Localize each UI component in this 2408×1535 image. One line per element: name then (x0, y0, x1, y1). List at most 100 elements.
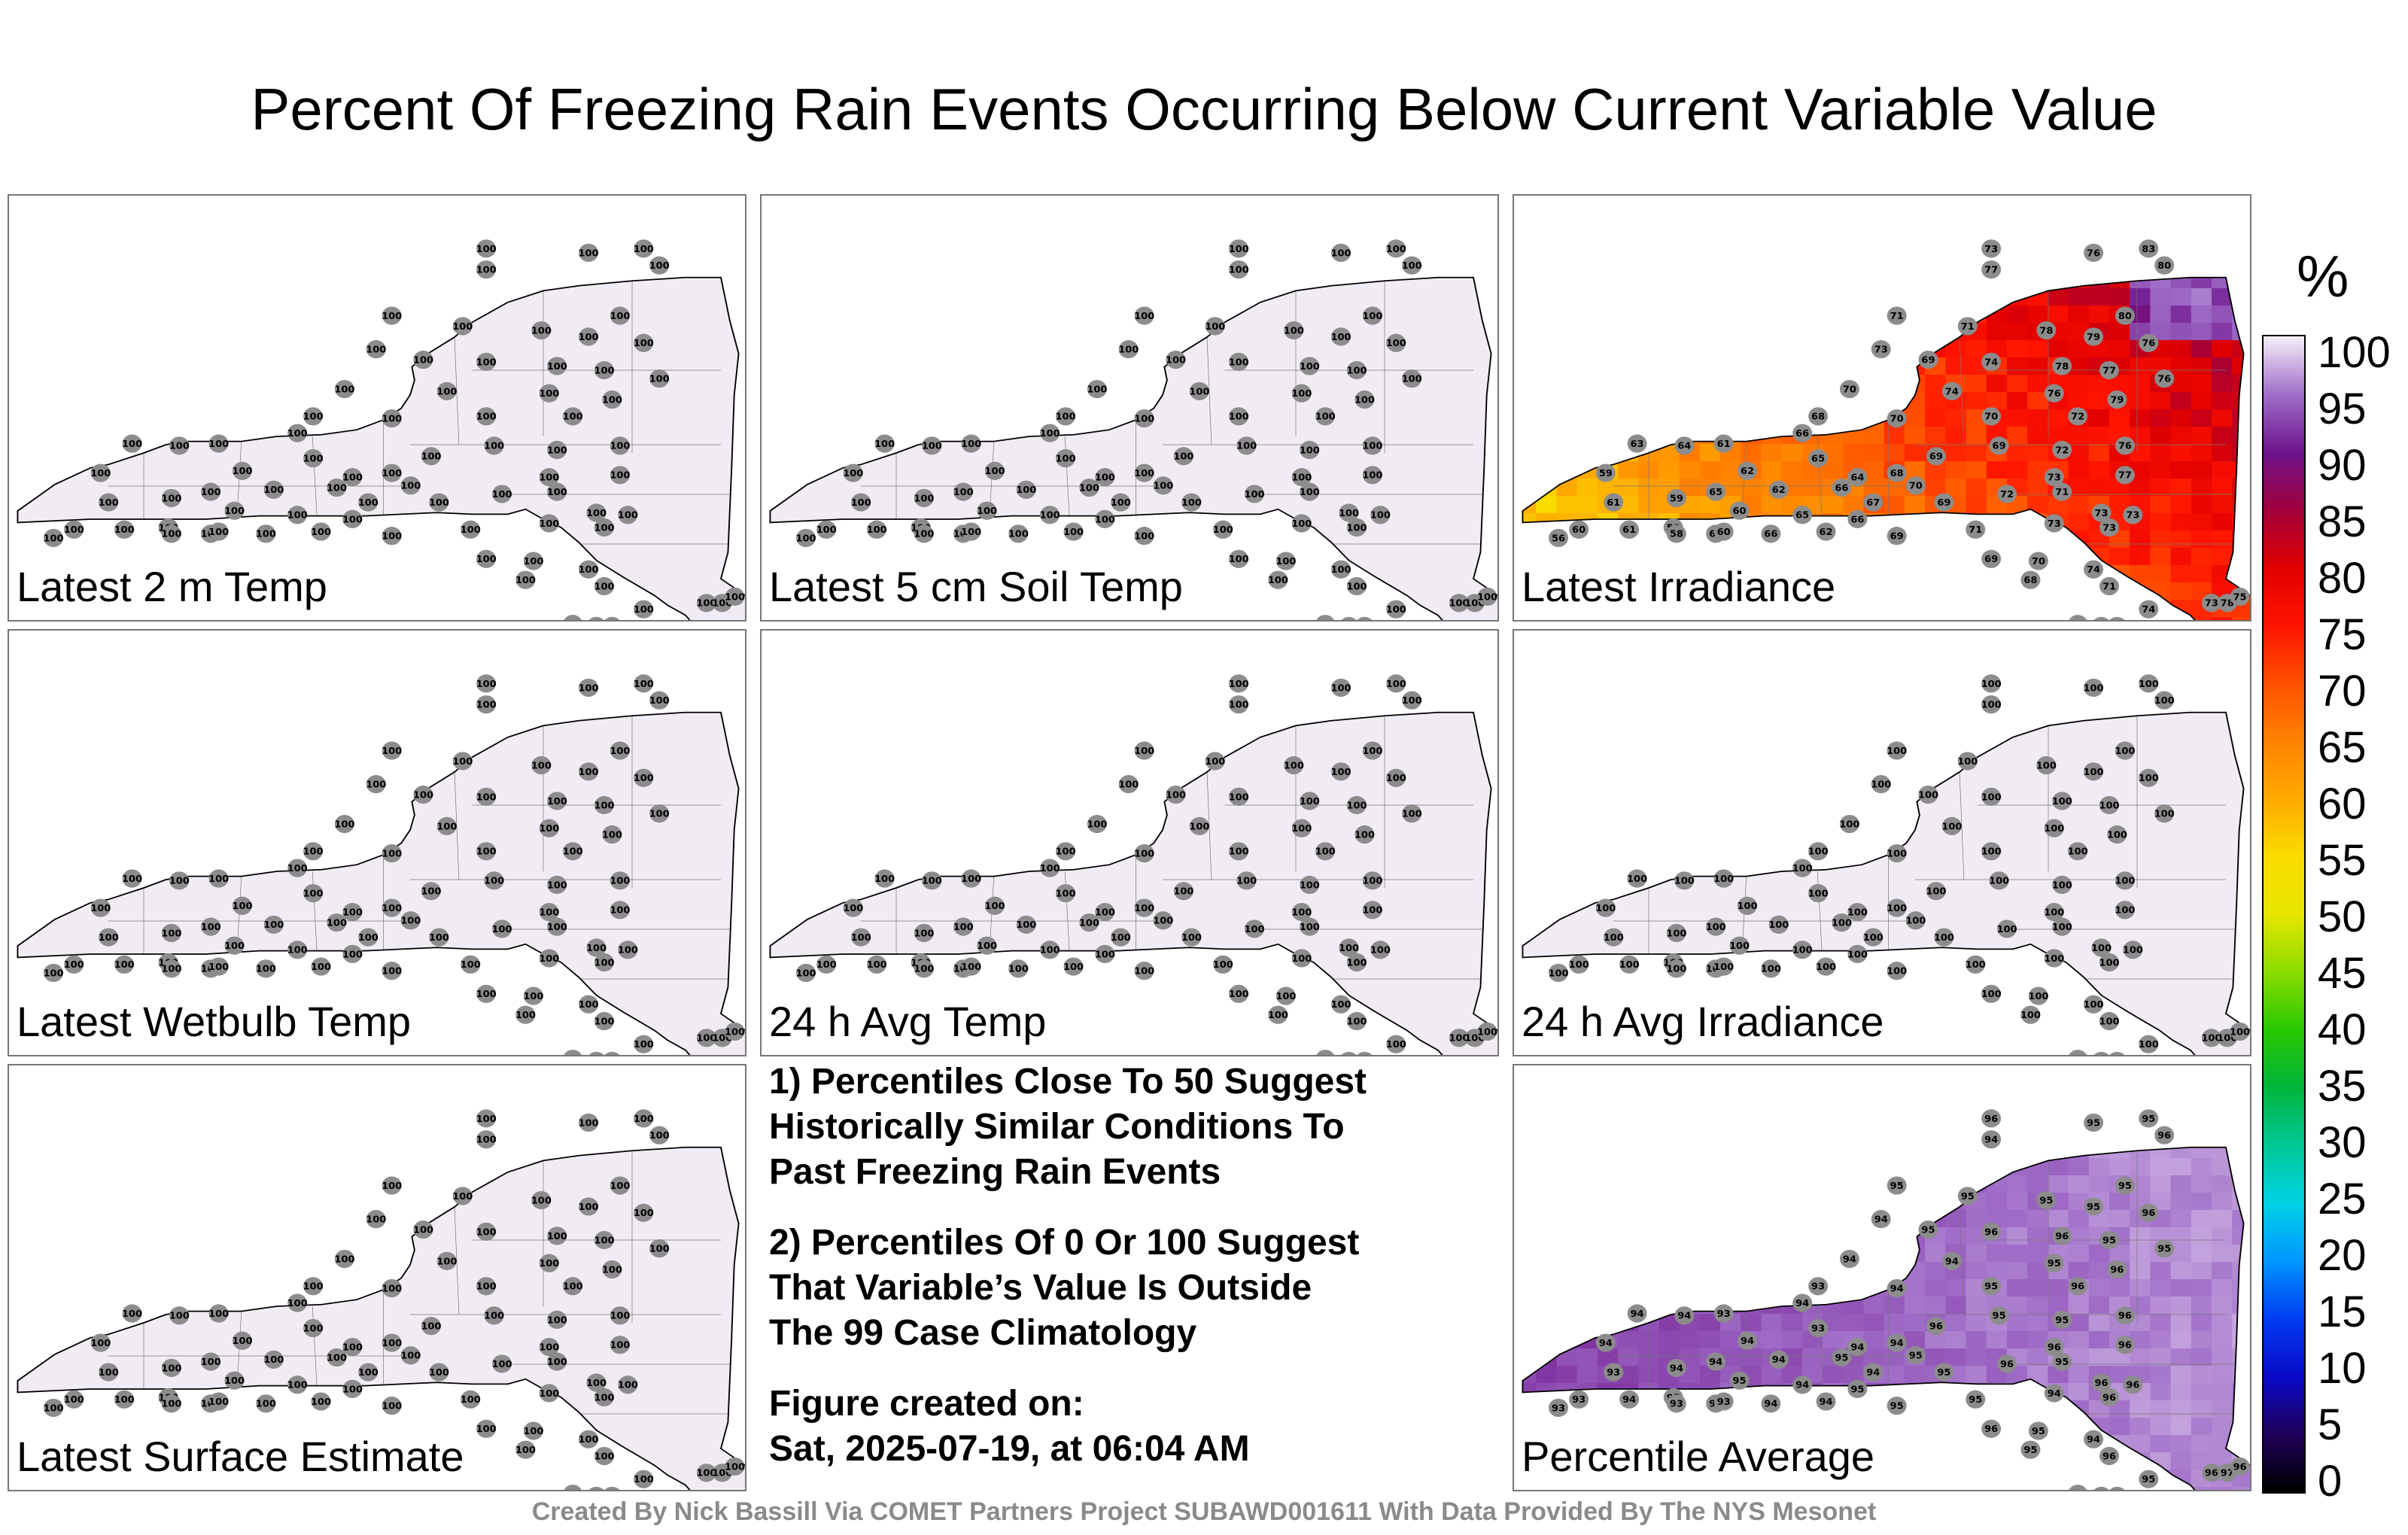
grid-cell (1761, 1147, 1783, 1160)
station-value: 100 (1981, 792, 2002, 802)
grid-cell (2211, 427, 2233, 445)
station-value: 100 (327, 1352, 347, 1363)
station-marker (2109, 1486, 2125, 1490)
grid-cell (1781, 1245, 1804, 1263)
grid-cell (1863, 305, 1885, 324)
station-value: 96 (2157, 1129, 2171, 1140)
grid-cell (1556, 444, 1578, 463)
station-value: 100 (382, 848, 402, 859)
station-value: 100 (1229, 264, 1249, 275)
grid-cell (1618, 323, 1640, 342)
grid-cell (1843, 530, 1865, 549)
station-marker (1706, 1352, 1726, 1371)
state-outline (769, 711, 1497, 1055)
grid-cell (1863, 375, 1885, 394)
grid-cell (1761, 1193, 1783, 1211)
grid-cell (2150, 409, 2172, 428)
county-boundary (454, 1206, 460, 1315)
grid-cell (1720, 1175, 1742, 1194)
station-value: 100 (1926, 886, 1946, 896)
grid-cell (1720, 1210, 1742, 1229)
grid-cell (2150, 548, 2172, 567)
grid-cell (1679, 1262, 1701, 1281)
grid-cell (1741, 1262, 1762, 1281)
station-marker (1315, 407, 1336, 426)
station-value: 100 (208, 526, 229, 536)
station-marker (953, 917, 974, 936)
grid-cell (2211, 1227, 2233, 1246)
grid-cell (2088, 461, 2111, 480)
grid-cell (2211, 444, 2233, 463)
grid-cell (2068, 340, 2090, 359)
station-marker (436, 816, 457, 835)
station-value: 100 (610, 470, 630, 480)
station-value: 100 (1040, 427, 1060, 438)
station-value: 68 (2023, 574, 2037, 585)
grid-cell (2027, 1314, 2049, 1333)
grid-cell (1597, 1175, 1619, 1194)
station-value: 65 (1811, 453, 1825, 464)
grid-cell (1556, 1314, 1578, 1333)
station-marker (2115, 466, 2135, 485)
station-value: 100 (1284, 760, 1304, 771)
station-marker (1354, 390, 1375, 409)
station-value: 100 (1847, 949, 1868, 959)
grid-cell (1597, 277, 1619, 290)
station-marker (579, 243, 599, 263)
grid-cell (1576, 375, 1599, 394)
grid-cell (1659, 1158, 1680, 1177)
station-value: 73 (2048, 518, 2061, 528)
station-value: 100 (579, 766, 599, 777)
station-value: 70 (1984, 411, 1998, 421)
station-marker (1981, 695, 2002, 714)
note-percentiles-0-100: 2) Percentiles Of 0 Or 100 Suggest That … (769, 1223, 1360, 1353)
grid-cell (2006, 548, 2029, 567)
grid-cell (1904, 305, 1926, 324)
grid-cell (1925, 392, 1947, 411)
station-marker (1934, 1363, 1954, 1382)
station-marker (342, 944, 363, 963)
station-marker (1905, 476, 1926, 495)
grid-cell (2211, 1366, 2233, 1385)
grid-cell (2006, 1175, 2029, 1194)
station-marker (2052, 1226, 2072, 1245)
grid-cell (1741, 1210, 1762, 1229)
grid-cell (1618, 1487, 1640, 1490)
grid-cell (1966, 461, 1987, 480)
grid-cell (2211, 1296, 2233, 1315)
grid-cell (2027, 1470, 2049, 1488)
grid-cell (1781, 1193, 1804, 1211)
grid-cell (1536, 617, 1558, 620)
grid-cell (2150, 513, 2172, 532)
grid-cell (2211, 357, 2233, 376)
station-marker (1268, 570, 1288, 589)
station-marker (2069, 1485, 2087, 1490)
grid-cell (2211, 1193, 2233, 1211)
grid-cell (2048, 288, 2069, 307)
grid-cell (1618, 375, 1640, 394)
station-value: 100 (1386, 1039, 1406, 1050)
station-value: 100 (1808, 846, 1829, 856)
station-value: 100 (696, 1467, 716, 1478)
station-value: 100 (586, 507, 607, 518)
station-value: 100 (1761, 963, 1781, 974)
grid-cell (1576, 1314, 1599, 1333)
grid-cell (1986, 1487, 2008, 1490)
station-value: 100 (1205, 755, 1225, 766)
station-value: 100 (114, 1394, 135, 1405)
station-value: 94 (1677, 1310, 1691, 1321)
station-value: 100 (476, 989, 497, 999)
grid-cell (2068, 305, 2090, 324)
station-value: 65 (1795, 509, 1809, 520)
station-marker (2044, 384, 2064, 403)
station-marker (634, 239, 654, 258)
station-marker (1008, 959, 1029, 978)
station-value: 100 (2091, 942, 2112, 953)
grid-cell (2191, 288, 2213, 307)
grid-cell (2048, 617, 2069, 620)
station-marker (1386, 239, 1406, 258)
grid-cell (1741, 1296, 1762, 1315)
station-marker (2052, 440, 2072, 459)
station-value: 100 (90, 1337, 111, 1348)
grid-cell (2150, 530, 2172, 549)
